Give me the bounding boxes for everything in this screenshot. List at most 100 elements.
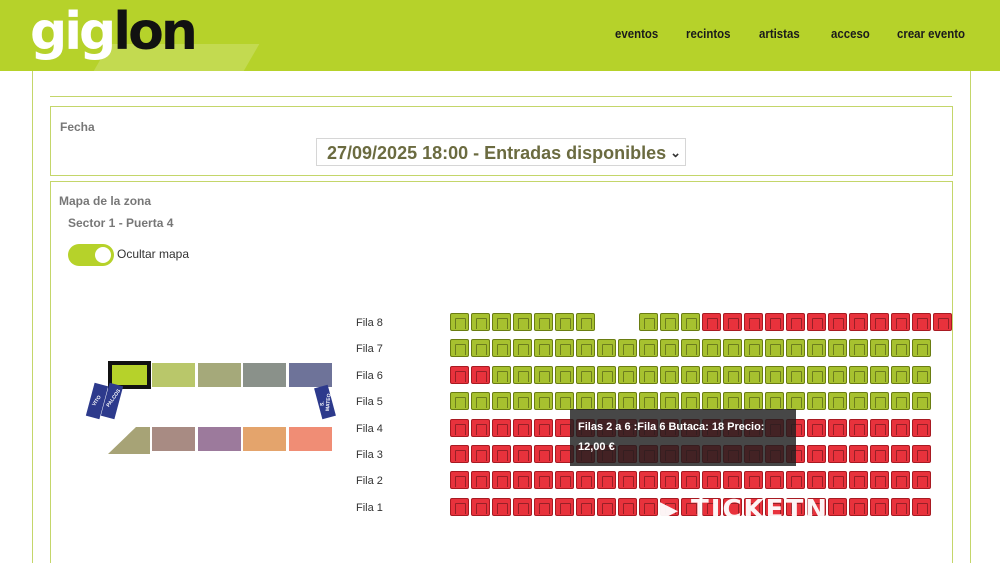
seat-available[interactable]: [912, 339, 931, 357]
seat-available[interactable]: [471, 392, 490, 410]
seat-available[interactable]: [513, 313, 532, 331]
seat-available[interactable]: [513, 366, 532, 384]
seat-available[interactable]: [744, 339, 763, 357]
seat-available[interactable]: [765, 339, 784, 357]
seat-available[interactable]: [555, 313, 574, 331]
seat-available[interactable]: [576, 313, 595, 331]
zone-top-4[interactable]: [243, 363, 286, 387]
seat-available[interactable]: [828, 366, 847, 384]
seat-available[interactable]: [891, 366, 910, 384]
seat-available[interactable]: [576, 366, 595, 384]
seat-available[interactable]: [597, 366, 616, 384]
seat-available[interactable]: [912, 366, 931, 384]
seat-available[interactable]: [702, 339, 721, 357]
seat-occupied: [681, 471, 700, 489]
seat-available[interactable]: [534, 366, 553, 384]
seat-available[interactable]: [471, 339, 490, 357]
seat-available[interactable]: [450, 313, 469, 331]
sector-label: Sector 1 - Puerta 4: [68, 216, 174, 230]
zone-top-3[interactable]: [198, 363, 241, 387]
seat-available[interactable]: [513, 339, 532, 357]
zone-top-5[interactable]: [289, 363, 332, 387]
seat-available[interactable]: [723, 339, 742, 357]
seat-available[interactable]: [660, 313, 679, 331]
seat-available[interactable]: [807, 392, 826, 410]
seat-available[interactable]: [681, 392, 700, 410]
seat-available[interactable]: [513, 392, 532, 410]
seat-available[interactable]: [870, 366, 889, 384]
seat-available[interactable]: [660, 339, 679, 357]
fecha-select[interactable]: 27/09/2025 18:00 - Entradas disponibles …: [316, 138, 686, 166]
seat-available[interactable]: [702, 366, 721, 384]
nav-artistas[interactable]: artistas: [759, 26, 800, 41]
seat-available[interactable]: [597, 339, 616, 357]
seat-available[interactable]: [618, 339, 637, 357]
seat-available[interactable]: [828, 339, 847, 357]
seat-available[interactable]: [786, 366, 805, 384]
zone-bottom-2[interactable]: [152, 427, 195, 451]
seat-available[interactable]: [576, 392, 595, 410]
seat-available[interactable]: [870, 339, 889, 357]
seat-available[interactable]: [639, 366, 658, 384]
seat-available[interactable]: [534, 339, 553, 357]
seat-available[interactable]: [450, 392, 469, 410]
zone-bottom-5[interactable]: [289, 427, 332, 451]
seat-available[interactable]: [786, 392, 805, 410]
zone-bottom-3[interactable]: [198, 427, 241, 451]
seat-occupied: [450, 366, 469, 384]
seat-available[interactable]: [555, 392, 574, 410]
seat-available[interactable]: [618, 392, 637, 410]
seat-available[interactable]: [639, 339, 658, 357]
seat-available[interactable]: [576, 339, 595, 357]
seat-available[interactable]: [471, 313, 490, 331]
zone-top-2[interactable]: [152, 363, 195, 387]
seat-available[interactable]: [849, 366, 868, 384]
ocultar-mapa-toggle[interactable]: [68, 244, 114, 266]
seat-available[interactable]: [555, 339, 574, 357]
seat-available[interactable]: [534, 392, 553, 410]
nav-eventos[interactable]: eventos: [615, 26, 659, 41]
giglon-logo[interactable]: giglon: [30, 2, 198, 62]
logo-gig-text: gig: [30, 2, 116, 62]
seat-available[interactable]: [555, 366, 574, 384]
nav-recintos[interactable]: recintos: [686, 26, 731, 41]
seat-occupied: [891, 445, 910, 463]
seat-available[interactable]: [765, 366, 784, 384]
seat-available[interactable]: [492, 339, 511, 357]
seat-available[interactable]: [828, 392, 847, 410]
seat-available[interactable]: [912, 392, 931, 410]
seat-available[interactable]: [639, 392, 658, 410]
nav-crear-evento[interactable]: crear evento: [897, 26, 966, 41]
seat-available[interactable]: [765, 392, 784, 410]
zone-bottom-4[interactable]: [243, 427, 286, 451]
zone-bottom-1[interactable]: [108, 427, 150, 454]
seat-available[interactable]: [891, 392, 910, 410]
seat-available[interactable]: [723, 392, 742, 410]
seat-available[interactable]: [723, 366, 742, 384]
seat-available[interactable]: [492, 313, 511, 331]
seat-available[interactable]: [849, 392, 868, 410]
seat-available[interactable]: [702, 392, 721, 410]
seat-available[interactable]: [681, 313, 700, 331]
seat-available[interactable]: [744, 392, 763, 410]
seat-available[interactable]: [744, 366, 763, 384]
seat-available[interactable]: [450, 339, 469, 357]
seat-occupied: [681, 498, 700, 516]
seat-available[interactable]: [807, 366, 826, 384]
seat-available[interactable]: [786, 339, 805, 357]
seat-available[interactable]: [891, 339, 910, 357]
nav-acceso[interactable]: acceso: [831, 26, 870, 41]
seat-available[interactable]: [849, 339, 868, 357]
seat-available[interactable]: [492, 366, 511, 384]
seat-available[interactable]: [870, 392, 889, 410]
seat-available[interactable]: [534, 313, 553, 331]
seat-available[interactable]: [492, 392, 511, 410]
seat-available[interactable]: [807, 339, 826, 357]
seat-available[interactable]: [618, 366, 637, 384]
seat-available[interactable]: [660, 392, 679, 410]
seat-available[interactable]: [681, 366, 700, 384]
seat-available[interactable]: [681, 339, 700, 357]
seat-available[interactable]: [660, 366, 679, 384]
seat-available[interactable]: [597, 392, 616, 410]
seat-available[interactable]: [639, 313, 658, 331]
